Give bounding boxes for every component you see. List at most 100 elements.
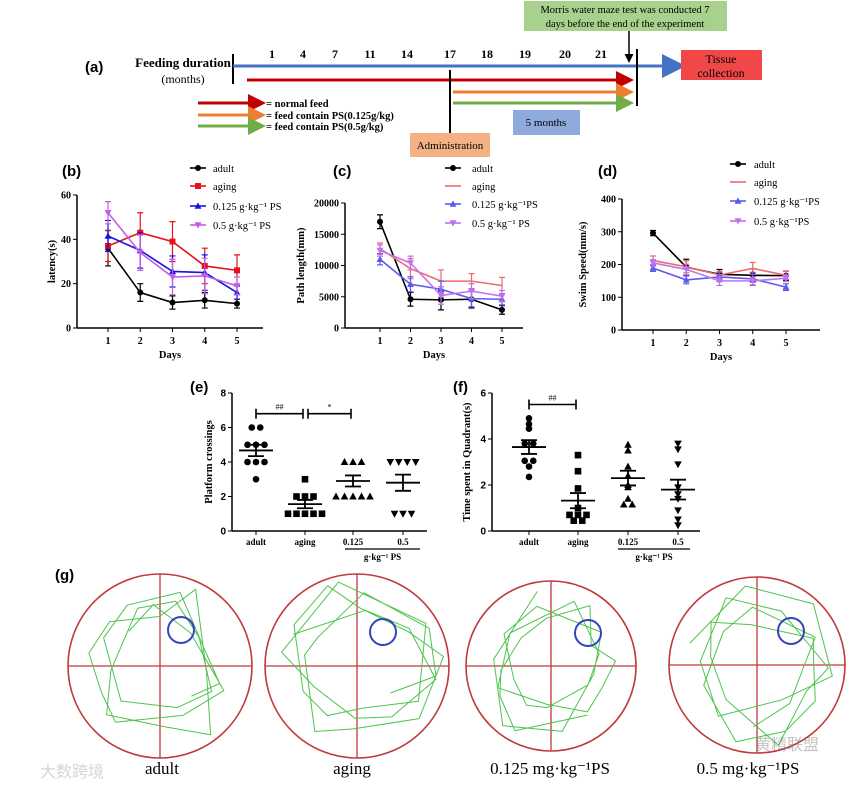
platform-target — [574, 619, 602, 647]
panel-g-maze-tracks: (g) adult aging 0.125 mg·kg⁻¹PS 0.5 mg·kg⁻¹… — [55, 567, 846, 778]
feeding-duration-label: Feeding duration — [135, 55, 231, 70]
y-tick-label: 4 — [480, 435, 486, 446]
data-point — [340, 492, 349, 500]
series-0.5 — [376, 244, 506, 305]
tissue-label: Tissue — [706, 52, 737, 66]
five-months-box — [513, 110, 580, 135]
data-point — [574, 451, 582, 459]
data-point — [682, 266, 690, 274]
collection-label: collection — [697, 66, 744, 80]
y-axis-label: Swim Speed(mm/s) — [578, 221, 589, 308]
data-point — [201, 273, 209, 280]
series-0.5 — [104, 201, 241, 296]
mean-sem-bar — [386, 473, 420, 492]
data-point — [169, 299, 176, 306]
legend-label: 0.125 g·kg⁻¹PS — [472, 200, 538, 211]
data-point — [574, 467, 582, 475]
y-tick-label: 0 — [480, 527, 486, 538]
maze-2 — [465, 580, 637, 752]
legend-marker — [194, 202, 202, 209]
legend-marker — [449, 200, 457, 207]
data-point — [749, 278, 757, 285]
data-point — [570, 517, 578, 524]
data-point — [628, 500, 637, 508]
data-point — [376, 247, 384, 255]
data-point — [407, 296, 414, 303]
panel-label: (b) — [62, 163, 81, 180]
data-point — [349, 458, 357, 465]
y-tick-label: 10000 — [314, 261, 339, 272]
group-label: g·kg⁻¹ PS — [364, 552, 401, 562]
panel-label: (c) — [333, 163, 351, 180]
data-point — [624, 462, 632, 470]
swim-track — [88, 588, 225, 736]
line-chart-d: (d) 0 100 200 300 400 1 2 3 4 5 Days Swim Speed(mm/s… — [578, 160, 820, 363]
legend-marker — [449, 220, 457, 227]
legend-label: 0.5 g·kg⁻¹ PS — [213, 221, 271, 232]
significance-label: ## — [549, 394, 557, 403]
platform-target — [167, 616, 195, 644]
legend-normal-feed: = normal feed — [266, 99, 329, 110]
panel-a-legend: = normal feed = feed contain PS(0.125g/k… — [198, 94, 394, 135]
category-label: 0.125 — [343, 537, 364, 547]
administration-label: Administration — [417, 140, 484, 152]
data-point — [293, 510, 300, 518]
data-point — [624, 440, 632, 448]
group-0.125 — [332, 458, 374, 500]
data-point — [301, 493, 309, 500]
five-months-label: 5 months — [526, 117, 567, 129]
panel-a-timeline: (a) Feeding duration (months) 1 4 7 11 1… — [85, 1, 762, 157]
watermark-right: 黄精联盟 — [755, 736, 819, 754]
group-adult — [512, 415, 546, 481]
legend-label: adult — [213, 164, 234, 175]
category-label: adult — [519, 537, 539, 547]
legend-marker — [735, 161, 741, 167]
x-tick-label: 2 — [684, 338, 689, 349]
data-point — [233, 283, 241, 290]
watermarks: 大数跨境 黄精联盟 — [40, 736, 819, 781]
morris-box — [524, 1, 727, 31]
maze-label: adult — [145, 759, 179, 778]
group-0.5 — [386, 459, 420, 518]
x-tick-label: 4 — [469, 336, 474, 347]
x-tick-label: 4 — [202, 336, 207, 347]
data-point — [624, 446, 632, 454]
data-point — [261, 441, 268, 449]
data-point — [583, 511, 590, 519]
x-tick-label: 2 — [138, 336, 143, 347]
data-point — [386, 459, 395, 466]
y-axis-label: latency(s) — [47, 239, 58, 283]
maze-label: 0.125 mg·kg⁻¹PS — [490, 759, 610, 778]
significance-bracket — [307, 408, 352, 419]
y-tick-label: 15000 — [314, 230, 339, 241]
data-point — [284, 510, 292, 518]
data-point — [357, 458, 366, 465]
y-tick-label: 60 — [61, 191, 71, 202]
y-tick-label: 4 — [220, 458, 226, 469]
panel-g-label: (g) — [55, 567, 74, 584]
data-point — [261, 458, 268, 466]
swim-track — [493, 591, 617, 732]
x-tick-label: 5 — [784, 338, 789, 349]
x-tick-label: 3 — [717, 338, 722, 349]
data-point — [716, 278, 723, 285]
platform-target — [369, 618, 397, 646]
data-point — [525, 415, 533, 422]
data-point — [137, 289, 144, 296]
data-point — [529, 457, 537, 465]
swim-track — [281, 581, 444, 732]
category-label: 0.5 — [397, 537, 409, 547]
maze-0 — [67, 573, 253, 759]
legend-ps-0125: = feed contain PS(0.125g/kg) — [266, 111, 394, 122]
y-tick-label: 0 — [220, 527, 226, 538]
month-label: 20 — [559, 47, 571, 61]
data-point — [349, 492, 357, 500]
data-point — [498, 293, 506, 300]
data-point — [649, 260, 657, 267]
line-chart-c: (c) 0 5000 10000 15000 20000 1 2 3 4 5 Days Path len… — [296, 163, 538, 361]
legend-label: adult — [754, 160, 775, 171]
x-axis-label: Days — [423, 350, 445, 361]
x-axis-label: Days — [710, 352, 732, 363]
y-tick-label: 40 — [61, 235, 71, 246]
